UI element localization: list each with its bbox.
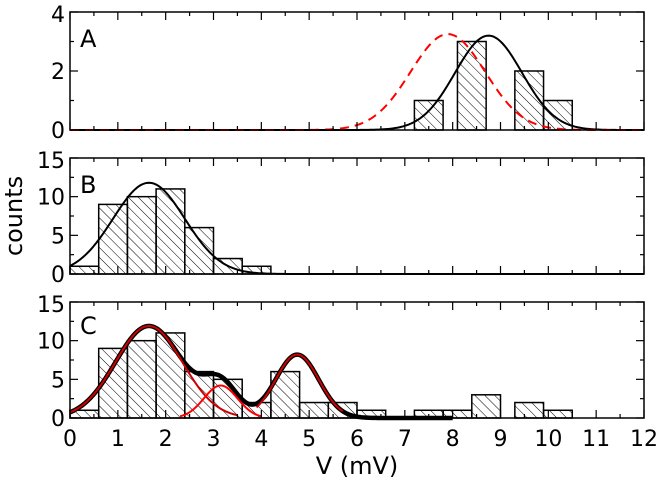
- x-tick-label-3: 3: [207, 427, 221, 452]
- panel-a-label: A: [80, 25, 97, 53]
- panel-c-curve-2: [179, 384, 262, 418]
- x-axis-title: V (mV): [316, 452, 399, 480]
- panel-b-bar-3: [155, 188, 186, 275]
- panel-b-ytick-label-1: 5: [51, 224, 65, 249]
- panel-b-ytick-label-3: 15: [37, 149, 65, 174]
- panel-c-bar-4: [184, 370, 215, 419]
- panel-a: A 0 2 4: [51, 3, 645, 144]
- panel-b-ytick-label-2: 10: [37, 186, 65, 211]
- panel-a-ytick-label-2: 4: [51, 3, 65, 28]
- panel-b: B 0 5 10 15: [37, 149, 645, 288]
- panel-c: C 0 5 10 15: [37, 293, 645, 432]
- panel-c-label: C: [80, 312, 97, 340]
- x-tick-label-9: 9: [494, 427, 508, 452]
- x-tick-labels: 0 1 2 3 4 5 6 7 8 9 10 11 12: [63, 427, 658, 452]
- y-axis-title: counts: [0, 176, 28, 256]
- panel-b-label: B: [80, 171, 96, 199]
- panel-c-bar-2: [126, 339, 157, 419]
- x-tick-label-1: 1: [111, 427, 125, 452]
- x-tick-label-11: 11: [582, 427, 610, 452]
- panel-a-bar-1: [456, 40, 487, 131]
- x-tick-label-10: 10: [534, 427, 562, 452]
- panel-c-curve-1: [69, 324, 238, 417]
- x-tick-label-2: 2: [159, 427, 173, 452]
- x-tick-label-12: 12: [630, 427, 658, 452]
- x-tick-label-8: 8: [446, 427, 460, 452]
- x-tick-label-7: 7: [398, 427, 412, 452]
- panel-c-ytick-label-1: 5: [51, 368, 65, 393]
- panel-c-bar-8: [298, 401, 330, 419]
- panel-c-ytick-label-2: 10: [37, 330, 65, 355]
- x-tick-label-0: 0: [63, 427, 77, 452]
- panel-b-bar-1: [97, 203, 129, 275]
- panel-c-bar-14: [514, 401, 545, 419]
- panel-c-curve-3: [255, 353, 344, 413]
- x-tick-label-6: 6: [350, 427, 364, 452]
- panel-a-bar-0: [413, 99, 444, 131]
- panel-b-ytick-label-0: 0: [51, 263, 65, 288]
- panel-c-ytick-label-3: 15: [37, 293, 65, 318]
- panel-c-ytick-label-0: 0: [51, 407, 65, 432]
- panel-b-bar-2: [126, 195, 157, 275]
- panel-a-ytick-label-1: 2: [51, 60, 65, 85]
- panel-a-ytick-label-0: 0: [51, 119, 65, 144]
- x-tick-label-4: 4: [254, 427, 268, 452]
- x-tick-label-5: 5: [302, 427, 316, 452]
